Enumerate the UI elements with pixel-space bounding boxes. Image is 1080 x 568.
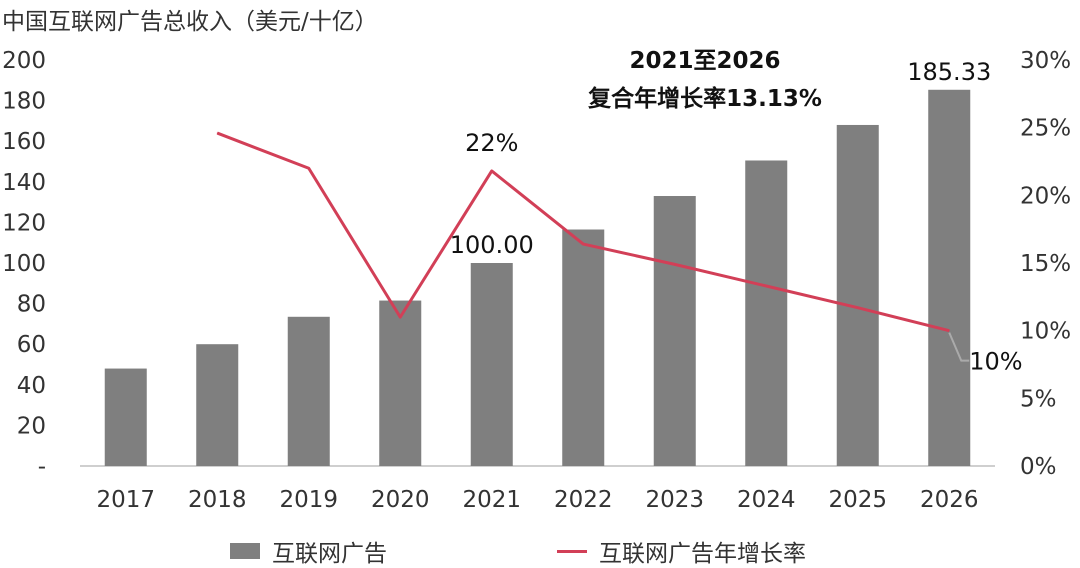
cagr-annotation-line1: 2021至2026 [629,48,780,74]
y-left-tick-label: 160 [2,129,46,155]
y-right-tick-label: 30% [1020,48,1071,74]
y-left-tick-label: 200 [2,48,46,74]
x-tick-label: 2025 [828,487,887,513]
x-tick-label: 2018 [188,487,247,513]
y-right-tick-label: 25% [1020,116,1071,142]
bar-2021 [470,263,513,466]
x-tick-label: 2017 [96,487,155,513]
growth-point-2024 [765,285,767,287]
chart-unit-title: 中国互联网广告总收入（美元/十亿） [2,9,378,35]
y-left-tick-label: 100 [2,251,46,277]
y-right-tick-label: 20% [1020,183,1071,209]
growth-line-layer [216,131,950,333]
x-tick-label: 2021 [462,487,521,513]
bar-2025 [836,124,879,467]
growth-point-2021 [491,170,493,172]
bar-2017 [104,368,147,466]
bar-2026 [928,89,971,467]
growth-point-2023 [674,263,676,265]
legend-swatch-bar [230,543,260,559]
x-tick-label: 2020 [371,487,430,513]
growth-point-2026 [948,330,950,332]
bar-2019 [287,316,330,466]
bar-2020 [379,300,422,466]
y-right-tick-label: 15% [1020,251,1071,277]
legend-label-line: 互联网广告年增长率 [599,541,806,567]
bar-value-label: 185.33 [907,58,991,86]
y-left-tick-label: 120 [2,210,46,236]
bars-layer [104,89,971,467]
legend-item-bar: 互联网广告 [230,534,387,568]
labels-layer: 100.00 185.33 22% 10% [450,58,1023,376]
y-left-tick-label: 140 [2,170,46,196]
bar-value-label: 100.00 [450,231,534,259]
bar-2018 [196,344,239,466]
bar-2022 [562,229,605,466]
bar-2024 [745,160,788,467]
bar-2023 [653,196,696,466]
growth-point-2022 [582,243,584,245]
y-left-tick-label: 60 [17,332,46,358]
legend: 互联网广告 互联网广告年增长率 [0,534,1080,568]
legend-label-bar: 互联网广告 [272,541,387,567]
y-left-tick-label: - [38,454,46,480]
axes-layer: - 20 40 60 80 100 120 140 160 180 200 0% 5% 10% 15% 20%… [2,48,1071,513]
rate-label-leader [948,332,970,362]
y-right-tick-label: 5% [1020,386,1057,412]
cagr-annotation-line2: 复合年增长率13.13% [587,85,822,112]
x-tick-label: 2022 [554,487,613,513]
x-tick-label: 2024 [737,487,796,513]
x-tick-label: 2023 [645,487,704,513]
growth-point-2020 [399,316,401,318]
y-left-tick-label: 40 [17,373,46,399]
y-right-tick-label: 0% [1020,454,1057,480]
y-left-tick-label: 180 [2,89,46,115]
growth-point-2019 [308,167,310,169]
x-tick-label: 2019 [279,487,338,513]
y-left-tick-label: 80 [17,292,46,318]
legend-item-line: 互联网广告年增长率 [557,534,806,568]
x-tick-label: 2026 [920,487,979,513]
legend-swatch-line [557,549,587,553]
growth-point-2025 [857,307,859,309]
y-right-tick-label: 10% [1020,319,1071,345]
growth-point-2018 [216,132,218,134]
rate-value-label: 22% [465,129,518,157]
rate-value-label: 10% [969,348,1022,376]
y-left-tick-label: 20 [17,413,46,439]
